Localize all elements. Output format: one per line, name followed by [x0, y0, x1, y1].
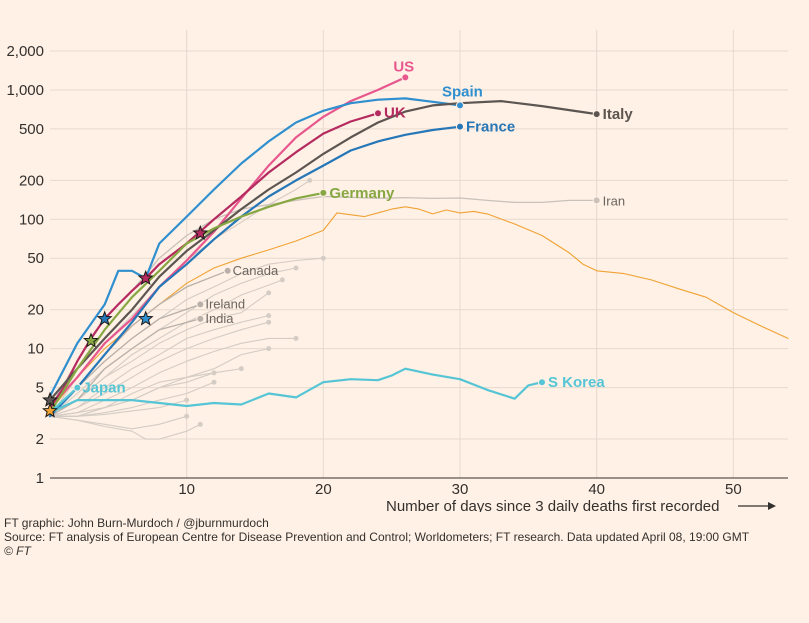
end-marker-unlabeled-country [266, 290, 272, 296]
lockdown-star [41, 391, 59, 407]
end-marker-uk [374, 109, 382, 118]
lockdown-star [192, 224, 209, 241]
series-label-canada: Canada [233, 263, 279, 278]
end-marker-spain [456, 101, 464, 110]
end-marker-iran [592, 196, 601, 205]
y-tick-label: 10 [27, 341, 44, 358]
x-tick-label: 50 [725, 481, 742, 498]
end-marker-unlabeled-country [211, 370, 217, 376]
end-marker-ireland [196, 300, 205, 309]
series-line-unlabeled-country [49, 292, 270, 417]
end-marker-unlabeled-country [184, 397, 190, 403]
series-label-iran: Iran [603, 193, 625, 208]
y-tick-label: 200 [19, 172, 44, 189]
lockdown-star-markers [41, 224, 209, 418]
end-marker-unlabeled-country [307, 177, 313, 183]
x-tick-label: 20 [315, 481, 332, 498]
end-marker-s-korea [538, 378, 546, 387]
end-marker-unlabeled-country [266, 346, 272, 352]
end-marker-us [401, 73, 410, 82]
series-label-ireland: Ireland [205, 296, 245, 311]
lockdown-star [137, 310, 154, 326]
lockdown-star [82, 332, 100, 348]
x-axis-ticks: 10 20 30 40 50 [178, 481, 741, 498]
series-label-germany: Germany [329, 185, 395, 202]
end-marker-france [456, 122, 464, 131]
y-tick-label: 20 [27, 302, 44, 319]
series-line-unlabeled-country [49, 206, 789, 412]
series-label-uk: UK [384, 104, 406, 121]
y-tick-label: 50 [27, 250, 44, 267]
series-line-us [48, 76, 407, 409]
series-label-india: India [205, 311, 234, 326]
end-marker-unlabeled-country [320, 255, 326, 261]
end-marker-germany [319, 188, 328, 197]
y-tick-label: 500 [19, 121, 44, 138]
lockdown-star [96, 310, 113, 326]
series-line-france [48, 125, 462, 418]
series-line-germany [48, 191, 325, 414]
series-label-us: US [393, 58, 414, 75]
end-marker-unlabeled-country [211, 379, 217, 385]
series-line-unlabeled-country [49, 337, 297, 417]
series-label-spain: Spain [442, 83, 483, 100]
end-marker-unlabeled-country [293, 335, 299, 341]
lockdown-star [41, 402, 59, 418]
series-labels: US Spain UK France Italy Germany Iran Canada Ire… [82, 58, 633, 396]
end-marker-unlabeled-country [266, 319, 272, 325]
x-axis-arrow [738, 502, 776, 510]
grid [50, 30, 788, 478]
end-marker-japan [73, 383, 82, 392]
x-tick-label: 30 [452, 481, 469, 498]
end-marker-unlabeled-country [184, 413, 190, 419]
series-line-unlabeled-country [49, 399, 188, 417]
footer: FT graphic: John Burn-Murdoch / @jburnmu… [4, 516, 749, 558]
end-marker-unlabeled-country [293, 265, 299, 271]
series-label-japan: Japan [82, 380, 125, 397]
end-marker-unlabeled-country [238, 366, 244, 372]
end-marker-canada [223, 266, 232, 275]
series-line-unlabeled-country [49, 267, 297, 417]
series-label-s-korea: S Korea [548, 374, 605, 391]
series-line-s-korea [48, 367, 544, 414]
y-axis-ticks: 1 2 5 10 20 50 100 200 500 1,000 2,000 [6, 43, 44, 487]
source-line: Source: FT analysis of European Centre f… [4, 530, 750, 544]
series-line-unlabeled-country [49, 415, 201, 440]
series-line-spain [48, 97, 462, 398]
y-tick-label: 1 [36, 470, 44, 487]
series-label-italy: Italy [603, 106, 634, 123]
x-tick-label: 10 [178, 481, 195, 498]
y-tick-label: 5 [36, 380, 44, 397]
series-line-unlabeled-country [49, 321, 270, 417]
x-tick-label: 40 [588, 481, 605, 498]
y-tick-label: 100 [19, 211, 44, 228]
y-tick-label: 1,000 [6, 82, 44, 99]
y-tick-label: 2,000 [6, 43, 44, 60]
series-line-unlabeled-country [49, 368, 242, 417]
series-label-france: France [466, 119, 515, 136]
credit-line: FT graphic: John Burn-Murdoch / @jburnmu… [4, 516, 269, 530]
series-end-markers [73, 73, 601, 427]
series-line-uk [48, 112, 380, 409]
end-marker-unlabeled-country [279, 277, 285, 283]
series-line-unlabeled-country [49, 415, 188, 430]
x-axis-title: Number of days since 3 daily deaths firs… [386, 498, 720, 512]
end-marker-unlabeled-country [197, 421, 203, 427]
lockdown-star [137, 269, 154, 286]
end-marker-italy [592, 110, 601, 119]
copyright-line: © FT [4, 544, 31, 558]
y-tick-label: 2 [36, 431, 44, 448]
end-marker-unlabeled-country [266, 313, 272, 319]
end-marker-india [196, 314, 205, 323]
